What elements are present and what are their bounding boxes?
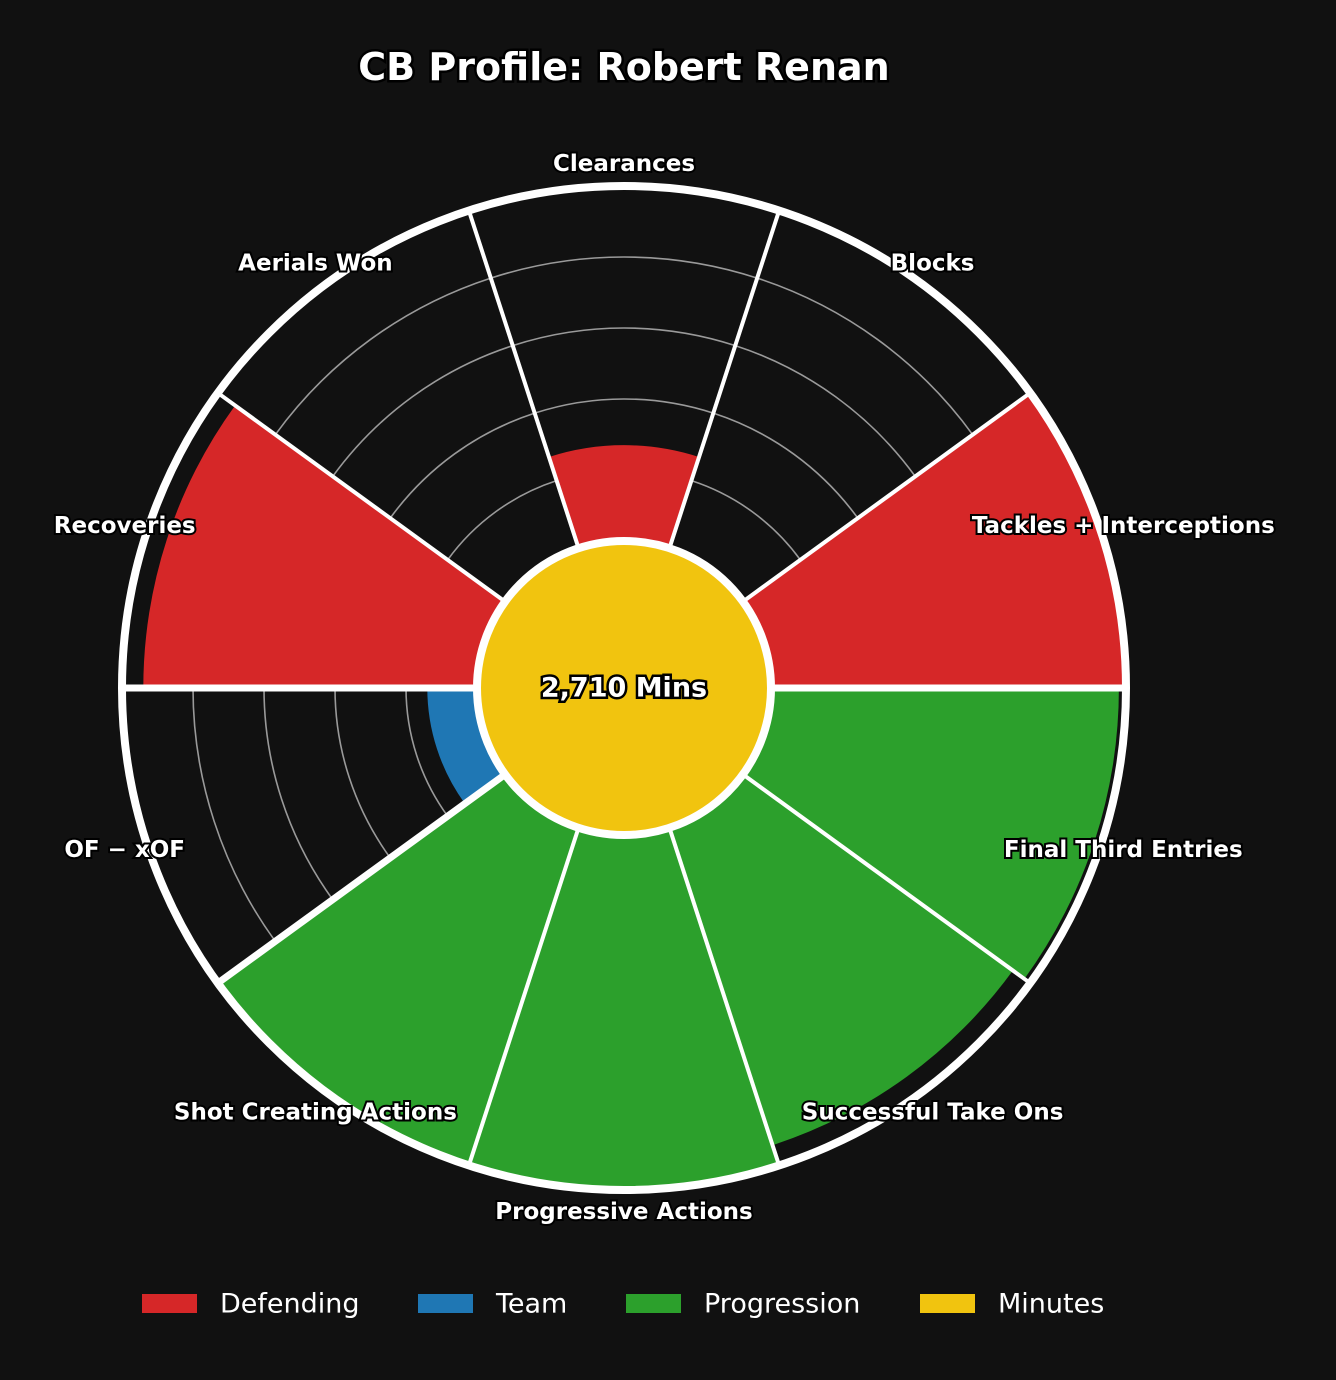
sector-divider (741, 391, 1032, 604)
bar (427, 688, 506, 804)
grid-ring-arc (490, 256, 758, 279)
grid-ring-arc (334, 687, 391, 859)
legend-label: Defending (220, 1289, 360, 1320)
bar (143, 405, 506, 688)
legend-label: Progression (704, 1289, 860, 1320)
legend-swatch (920, 1294, 975, 1313)
grid-ring-arc (332, 344, 514, 477)
category-label: Clearances (553, 151, 695, 177)
legend-item: Team (418, 1289, 567, 1320)
grid-ring-arc (192, 687, 276, 942)
grid-ring-arc (405, 687, 449, 817)
bar (468, 827, 780, 1190)
grid-ring-arc (691, 479, 802, 561)
center-label: 2,710 Mins (541, 673, 707, 704)
category-label: Shot Creating Actions (174, 1100, 457, 1126)
bar (742, 392, 1126, 688)
legend-label: Team (495, 1289, 567, 1320)
bar (669, 774, 1013, 1146)
sector-divider (216, 391, 507, 604)
grid-ring-arc (756, 277, 974, 436)
bar (742, 688, 1119, 979)
bar (548, 445, 700, 549)
category-label: Tackles + Interceptions (972, 513, 1275, 539)
sector-divider (667, 827, 782, 1167)
sector-divider (215, 771, 508, 986)
category-label: Blocks (891, 250, 975, 276)
legend-swatch (142, 1294, 197, 1313)
legend-label: Minutes (998, 1289, 1104, 1320)
legend-item: Progression (626, 1289, 860, 1320)
legend-item: Minutes (920, 1289, 1104, 1320)
legend-swatch (626, 1294, 681, 1313)
grid-ring-arc (534, 398, 714, 414)
sector-dividers (122, 209, 1126, 1167)
sector-divider (741, 772, 1032, 985)
category-labels: Clearances Blocks Tackles + Interceptions F… (52, 149, 1277, 1227)
bar (217, 774, 579, 1166)
grid-ring-arc (734, 344, 916, 477)
outer-ring (118, 182, 1130, 1194)
grid-ring-arc (389, 412, 535, 519)
category-label: Final Third Entries (1004, 837, 1243, 863)
category-label: OF − xOF (64, 837, 185, 863)
grid-ring-arc (263, 687, 334, 901)
category-label: Aerials Won (238, 250, 392, 276)
sector-divider (466, 827, 581, 1167)
bars (143, 392, 1126, 1190)
sector-divider (667, 209, 782, 549)
grid-ring-arc (446, 479, 557, 561)
category-label: Successful Take Ons (802, 1100, 1064, 1126)
category-label: Progressive Actions (495, 1199, 752, 1225)
minutes-center-circle (473, 537, 775, 839)
chart-title: CB Profile: Robert Renan (358, 45, 889, 89)
category-label: Recoveries (54, 513, 196, 539)
grid-ring-arc (512, 327, 736, 347)
legend-item: Defending (142, 1289, 360, 1320)
legend: Defending Team Progression Minutes (142, 1289, 1104, 1320)
grid-ring-arc (713, 412, 859, 519)
sector-divider (466, 209, 581, 549)
grid-ring-arc (274, 277, 492, 436)
legend-swatch (418, 1294, 473, 1313)
